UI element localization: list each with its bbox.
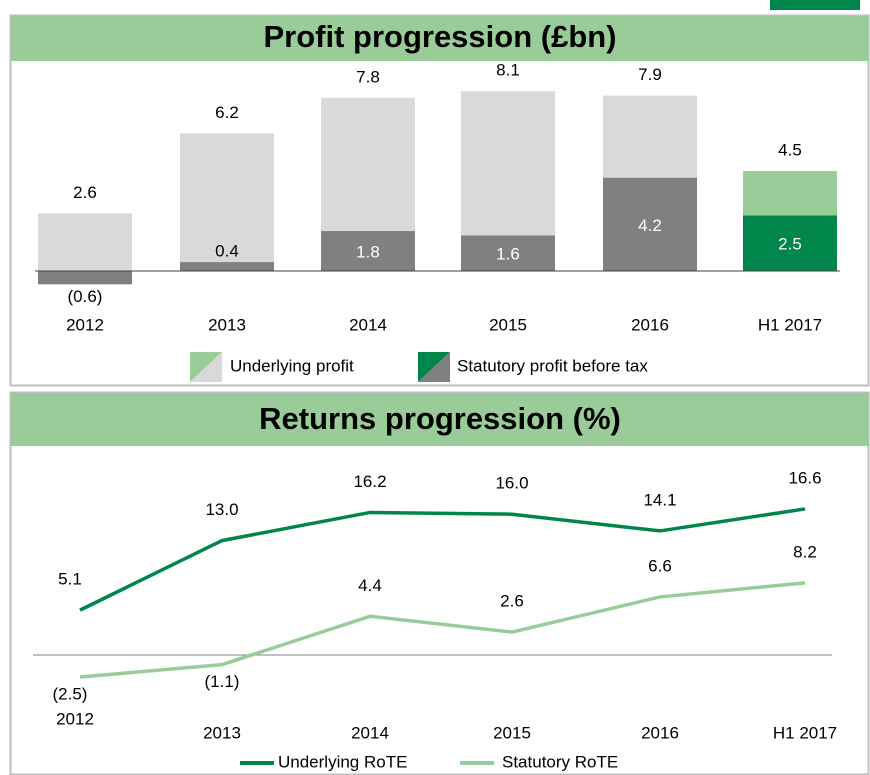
corner-tab bbox=[770, 0, 860, 10]
bar bbox=[603, 177, 697, 271]
x-tick-label: 2013 bbox=[208, 315, 246, 334]
data-label: 6.6 bbox=[648, 556, 672, 575]
data-label: (0.6) bbox=[68, 287, 103, 306]
chart-title: Profit progression (£bn) bbox=[263, 19, 616, 54]
x-tick-label: H1 2017 bbox=[758, 315, 822, 334]
data-label: (1.1) bbox=[205, 672, 240, 691]
x-tick-label: 2012 bbox=[66, 315, 104, 334]
data-label: 2.6 bbox=[73, 183, 97, 202]
bar bbox=[461, 235, 555, 271]
bar bbox=[180, 262, 274, 271]
legend-label: Underlying profit bbox=[230, 356, 354, 375]
data-label: (2.5) bbox=[53, 684, 88, 703]
data-label: 14.1 bbox=[643, 490, 676, 509]
bar bbox=[38, 213, 132, 271]
panel-header bbox=[11, 393, 869, 446]
x-tick-label: 2015 bbox=[489, 315, 527, 334]
data-label: 16.0 bbox=[495, 474, 528, 493]
data-label: 8.2 bbox=[793, 542, 817, 561]
data-label: 4.5 bbox=[778, 141, 802, 160]
line bbox=[79, 507, 806, 612]
data-label: 2.6 bbox=[500, 592, 524, 611]
data-label: 5.1 bbox=[58, 570, 82, 589]
panel-frame bbox=[9, 14, 870, 387]
x-tick-label: 2014 bbox=[349, 315, 387, 334]
data-label: 4.4 bbox=[358, 576, 382, 595]
legend-label: Underlying RoTE bbox=[278, 752, 407, 771]
bar bbox=[38, 271, 132, 285]
line bbox=[79, 581, 806, 679]
legend-swatch bbox=[190, 352, 222, 382]
x-tick-label: 2016 bbox=[631, 315, 669, 334]
bar bbox=[743, 215, 837, 271]
x-tick-label: H1 2017 bbox=[773, 723, 837, 742]
legend-label: Statutory profit before tax bbox=[457, 356, 648, 375]
data-label: 4.2 bbox=[638, 216, 662, 235]
data-label: 7.9 bbox=[638, 65, 662, 84]
data-label: 13.0 bbox=[205, 500, 238, 519]
panel-frame bbox=[9, 391, 870, 775]
data-label: 1.6 bbox=[496, 245, 520, 264]
data-label: 7.8 bbox=[356, 67, 380, 86]
legend-swatch bbox=[418, 352, 450, 382]
x-tick-label: 2014 bbox=[351, 723, 389, 742]
data-label: 16.2 bbox=[353, 472, 386, 491]
data-label: 1.8 bbox=[356, 243, 380, 262]
x-tick-label: 2013 bbox=[203, 723, 241, 742]
data-label: 6.2 bbox=[215, 103, 239, 122]
data-label: 8.1 bbox=[496, 61, 520, 80]
legend-label: Statutory RoTE bbox=[502, 752, 618, 771]
bar bbox=[321, 231, 415, 271]
x-tick-label: 2012 bbox=[56, 709, 94, 728]
data-label: 16.6 bbox=[788, 468, 821, 487]
bar bbox=[180, 133, 274, 271]
x-tick-label: 2015 bbox=[493, 723, 531, 742]
panel-header bbox=[11, 16, 869, 61]
data-label: 2.5 bbox=[778, 235, 802, 254]
chart-title: Returns progression (%) bbox=[259, 401, 621, 436]
data-label: 0.4 bbox=[215, 242, 239, 261]
x-tick-label: 2016 bbox=[641, 723, 679, 742]
